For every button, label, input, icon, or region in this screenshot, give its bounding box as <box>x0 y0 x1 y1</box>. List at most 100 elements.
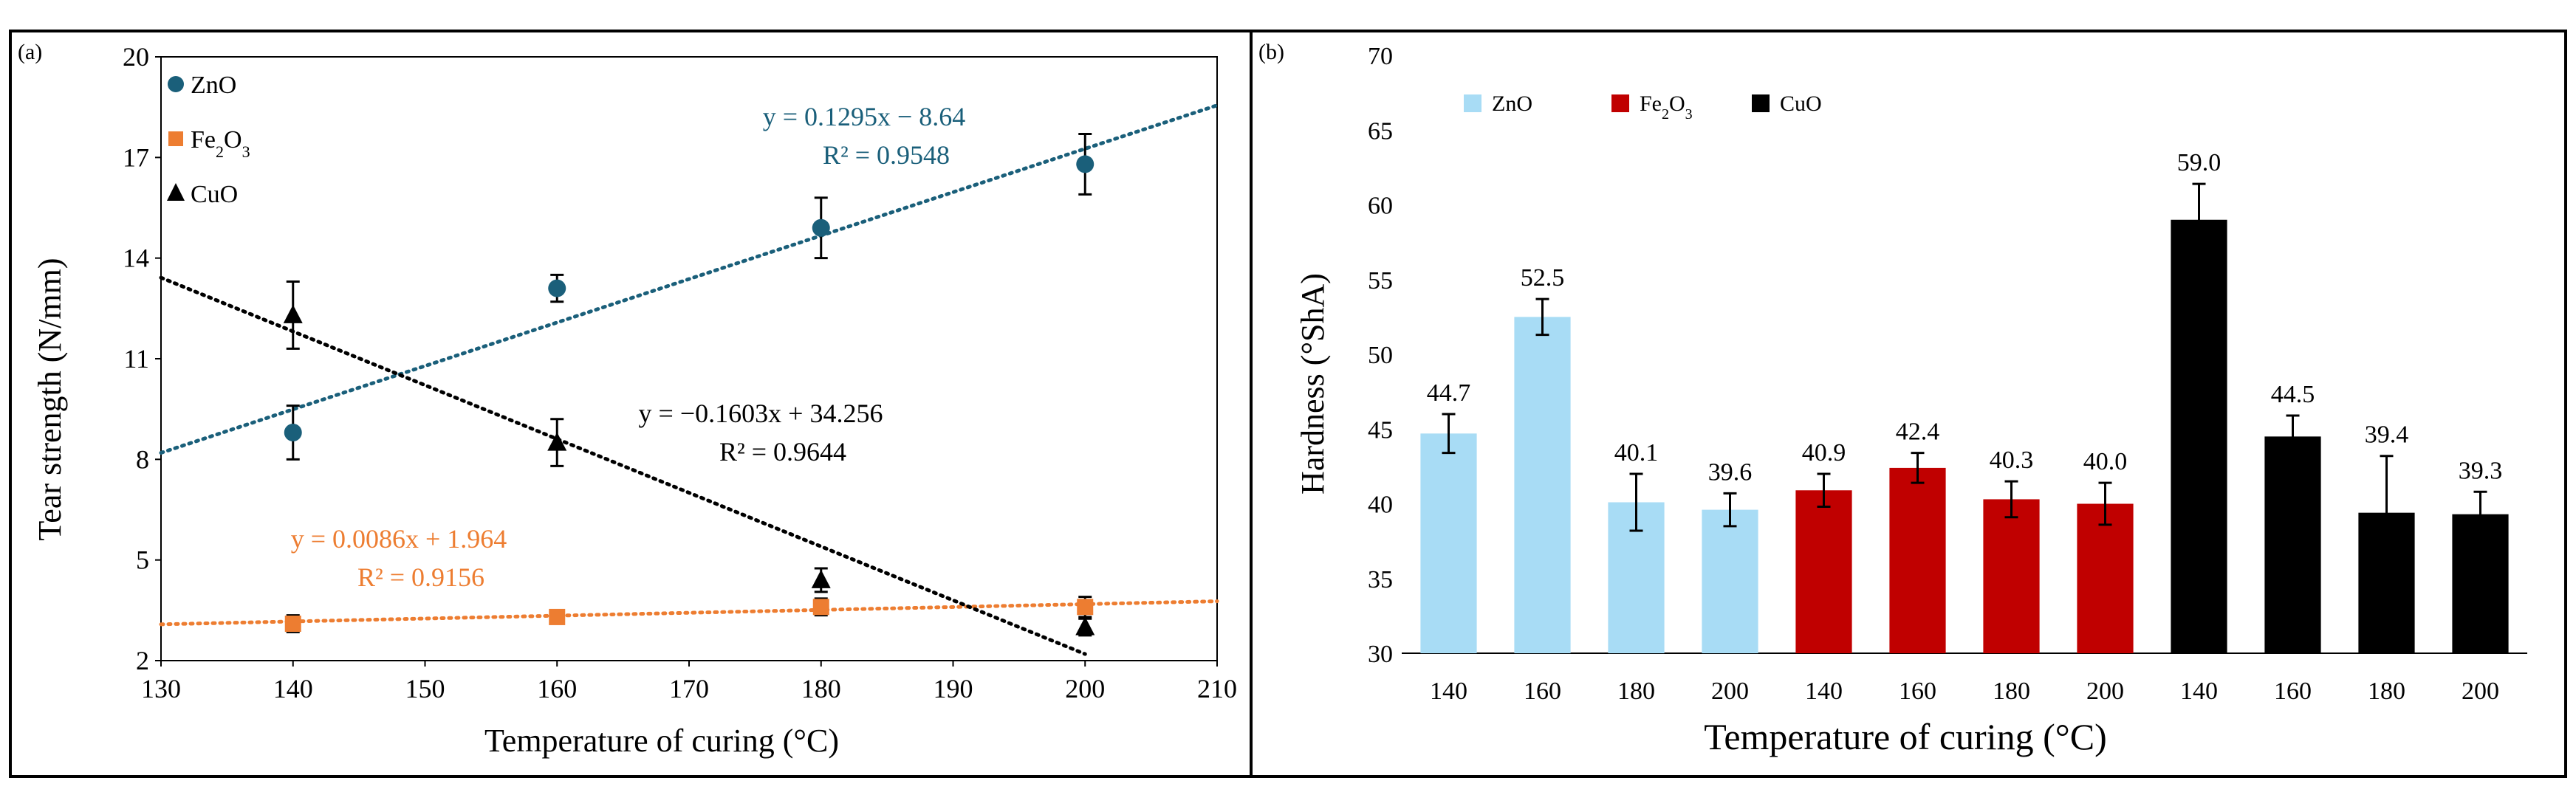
bar-CuO <box>2171 219 2227 653</box>
data-label: 42.4 <box>1896 419 1940 446</box>
y-tick-label: 30 <box>1368 641 1393 668</box>
y-tick-label: 40 <box>1368 492 1393 519</box>
x-tick-label: 160 <box>1524 678 1561 705</box>
data-label: 39.4 <box>2365 421 2409 449</box>
y-tick-label: 11 <box>123 344 149 373</box>
point-ZnO <box>284 423 302 441</box>
y-tick-label: 20 <box>123 42 149 72</box>
bar-Fe2O3 <box>1983 499 2040 653</box>
x-tick-label: 140 <box>2180 678 2218 705</box>
bar-ZnO <box>1514 317 1571 653</box>
y-tick-label: 65 <box>1368 117 1393 145</box>
trendline-ZnO <box>159 103 1219 455</box>
x-tick-label: 200 <box>2086 678 2124 705</box>
data-label: 39.3 <box>2459 457 2503 484</box>
legend-label-CuO: CuO <box>191 181 238 208</box>
chart-b-ylabel: Hardness (°ShA) <box>1295 273 1331 495</box>
x-tick-label: 130 <box>141 674 181 703</box>
x-tick-label: 160 <box>537 674 577 703</box>
x-tick-label: 200 <box>1711 678 1749 705</box>
panel-b-label: (b) <box>1258 40 1284 64</box>
y-tick-label: 50 <box>1368 342 1393 369</box>
panel-a-label: (a) <box>18 40 42 64</box>
data-label: 44.5 <box>2271 381 2315 408</box>
legend-marker-ZnO <box>168 76 184 92</box>
bar-Fe2O3 <box>1795 490 1852 653</box>
point-Fe2O3 <box>549 608 566 625</box>
legend-label-CuO: CuO <box>1780 92 1822 116</box>
tear-strength-chart: 130 140 150 160 170 180 190 200 210 2 5 8 11 14 17 20 Zn… <box>123 42 1237 703</box>
point-Fe2O3 <box>812 599 829 616</box>
x-tick-label: 180 <box>2368 678 2405 705</box>
r2-ZnO: R² = 0.9548 <box>823 140 950 170</box>
data-label: 39.6 <box>1708 458 1753 486</box>
legend-label-ZnO: ZnO <box>1492 92 1532 116</box>
x-tick-label: 180 <box>801 674 841 703</box>
bar-CuO <box>2264 436 2321 653</box>
equation-ZnO: y = 0.1295x − 8.64 <box>763 102 966 131</box>
bar-ZnO <box>1702 509 1758 653</box>
data-label: 44.7 <box>1427 379 1471 407</box>
data-label: 52.5 <box>1521 264 1565 292</box>
equation-Fe2O3: y = 0.0086x + 1.964 <box>291 524 507 554</box>
data-label: 40.3 <box>1990 447 2034 474</box>
point-ZnO <box>1076 155 1095 173</box>
y-tick-label: 14 <box>123 244 149 273</box>
plot-area <box>160 56 1218 661</box>
y-tick-label: 5 <box>136 545 149 575</box>
legend-marker-ZnO <box>1464 94 1481 112</box>
y-tick-label: 17 <box>123 142 149 172</box>
hardness-chart: 30 35 40 45 50 55 60 65 70 44.7 140 52.5 160 40.1 180 3… <box>1368 43 2527 705</box>
y-tick-label: 70 <box>1368 43 1393 70</box>
y-tick-label: 60 <box>1368 193 1393 220</box>
data-label: 59.0 <box>2177 149 2222 176</box>
chart-b-xlabel: Temperature of curing (°C) <box>1704 716 2106 757</box>
legend-marker-Fe2O3 <box>1611 94 1629 112</box>
point-ZnO <box>812 218 830 237</box>
point-Fe2O3 <box>1077 599 1094 616</box>
point-ZnO <box>548 279 566 297</box>
bar-Fe2O3 <box>1889 467 1946 653</box>
panel-b-frame <box>1250 30 2567 778</box>
bar-Fe2O3 <box>2077 503 2134 653</box>
point-CuO <box>1075 616 1095 636</box>
y-tick-label: 35 <box>1368 566 1393 593</box>
x-tick-label: 200 <box>2462 678 2499 705</box>
x-tick-label: 200 <box>1065 674 1105 703</box>
x-tick-label: 140 <box>273 674 313 703</box>
y-tick-label: 2 <box>136 646 149 675</box>
legend-label-Fe2O3: Fe2O3 <box>1640 92 1693 123</box>
r2-Fe2O3: R² = 0.9156 <box>357 562 484 592</box>
legend-marker-Fe2O3 <box>168 131 183 146</box>
x-tick-label: 210 <box>1197 674 1237 703</box>
chart-a-ylabel: Tear strength (N/mm) <box>32 258 68 540</box>
y-tick-label: 55 <box>1368 267 1393 295</box>
legend-label-ZnO: ZnO <box>191 72 236 99</box>
x-tick-label: 140 <box>1805 678 1843 705</box>
chart-a-xlabel: Temperature of curing (°C) <box>484 723 839 759</box>
x-tick-label: 160 <box>1899 678 1936 705</box>
point-CuO <box>283 304 303 323</box>
legend-label-Fe2O3: Fe2O3 <box>191 126 250 161</box>
point-CuO <box>547 432 567 451</box>
data-label: 40.0 <box>2083 448 2128 475</box>
bar-ZnO <box>1420 433 1477 653</box>
legend-marker-CuO <box>167 183 185 201</box>
x-tick-label: 160 <box>2274 678 2312 705</box>
r2-CuO: R² = 0.9644 <box>719 437 846 466</box>
x-tick-label: 180 <box>1993 678 2030 705</box>
data-label: 40.9 <box>1802 439 1846 466</box>
y-tick-label: 45 <box>1368 416 1393 444</box>
point-CuO <box>811 569 831 588</box>
y-tick-label: 8 <box>136 444 149 474</box>
x-tick-label: 150 <box>405 674 445 703</box>
equation-CuO: y = −0.1603x + 34.256 <box>639 399 883 428</box>
x-tick-label: 180 <box>1617 678 1655 705</box>
trendline-CuO <box>159 275 1087 656</box>
data-label: 40.1 <box>1614 439 1659 466</box>
x-tick-label: 190 <box>934 674 973 703</box>
x-tick-label: 140 <box>1430 678 1467 705</box>
trendline-Fe2O3 <box>159 599 1219 627</box>
point-Fe2O3 <box>284 616 301 633</box>
